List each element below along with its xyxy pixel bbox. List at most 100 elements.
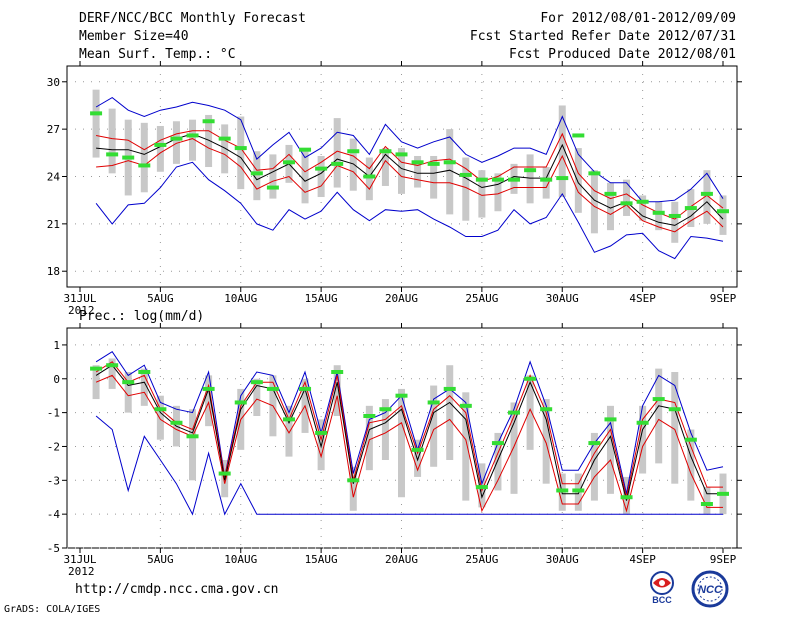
ensemble-mean-marker — [122, 380, 135, 385]
bcc-logo: BCC — [650, 571, 674, 605]
ensemble-mean-marker — [122, 155, 135, 160]
ensemble-mean-marker — [572, 133, 585, 138]
x-tick-label: 31JUL — [63, 292, 96, 305]
fcst-produced-label: Fcst Produced Date 2012/08/01 — [509, 47, 736, 62]
ensemble-box — [301, 151, 309, 204]
ensemble-box — [639, 405, 647, 474]
ensemble-box — [590, 432, 598, 501]
ensemble-mean-marker — [363, 414, 376, 418]
precipitation-panel: -5 -4 -3 -2 -1 0 1 31JUL 5AUG 10AUG 15AUG 20AUG 25AU… — [47, 309, 742, 578]
ensemble-mean-marker — [154, 142, 167, 147]
y-tick-label: 24 — [47, 171, 61, 184]
ensemble-mean-marker — [443, 386, 456, 391]
ensemble-mean-marker — [524, 376, 537, 381]
ensemble-box — [606, 182, 614, 231]
ensemble-mean-marker — [556, 176, 569, 181]
min-line — [95, 161, 724, 260]
ensemble-mean-marker — [540, 177, 553, 182]
ensemble-mean-marker — [395, 152, 408, 157]
ensemble-box — [253, 378, 261, 416]
ensemble-box — [687, 429, 695, 501]
ensemble-box — [333, 365, 341, 416]
y-tick-label: -3 — [47, 474, 60, 487]
ncc-logo-text: NCC — [698, 584, 723, 596]
y-tick-label: 21 — [47, 218, 60, 231]
ensemble-mean-marker — [572, 488, 585, 493]
x-tick-label: 20AUG — [385, 292, 418, 305]
upper-quartile-line — [95, 361, 723, 498]
ensemble-box — [108, 358, 116, 389]
ensemble-mean-marker — [379, 149, 392, 154]
ensemble-mean-marker — [700, 191, 713, 196]
y-tick-label: 18 — [47, 265, 60, 278]
y-tick-label: 1 — [53, 339, 60, 352]
ensemble-mean-marker — [459, 172, 472, 177]
ensemble-mean-marker — [170, 420, 183, 425]
x-tick-label: 9SEP — [710, 553, 737, 566]
ensemble-mean-marker — [475, 177, 488, 182]
ensemble-mean-marker — [588, 441, 601, 446]
median-line — [96, 133, 724, 226]
ensemble-box — [494, 173, 502, 212]
ensemble-box — [285, 405, 293, 457]
ensemble-mean-marker — [186, 434, 199, 439]
ensemble-mean-marker — [700, 502, 713, 506]
ensemble-mean-marker — [508, 177, 521, 182]
x-tick-label: 4SEP — [629, 553, 656, 566]
member-size-label: Member Size=40 — [79, 29, 189, 44]
website-url[interactable]: http://cmdp.ncc.cma.gov.cn — [75, 582, 279, 597]
ensemble-box — [639, 195, 647, 221]
max-line — [95, 351, 724, 494]
ensemble-mean-marker — [475, 485, 488, 490]
min-line — [95, 415, 723, 516]
ensemble-mean-marker — [218, 136, 231, 141]
ensemble-mean-marker — [250, 380, 263, 385]
ensemble-mean-marker — [282, 160, 295, 165]
ensemble-box — [92, 89, 100, 158]
ensemble-box — [365, 405, 373, 471]
ensemble-mean-marker — [652, 210, 665, 215]
ensemble-mean-marker — [652, 397, 665, 402]
ensemble-box — [574, 148, 582, 213]
ensemble-mean-marker — [411, 447, 424, 452]
panel-ylabel: Prec.: log(mm/d) — [79, 309, 204, 324]
ensemble-mean-marker — [331, 370, 344, 374]
ensemble-box — [526, 375, 534, 450]
ensemble-mean-marker — [234, 400, 247, 405]
ensemble-box — [205, 375, 213, 427]
ensemble-mean-marker — [106, 363, 119, 368]
ensemble-mean-marker — [299, 147, 312, 152]
ensemble-box — [189, 409, 197, 481]
x-tick-label: 25AUG — [465, 553, 498, 566]
ensemble-box — [381, 148, 389, 186]
ensemble-mean-marker — [363, 174, 376, 179]
x-tick-label: 25AUG — [465, 292, 498, 305]
x-tick-label: 30AUG — [546, 553, 579, 566]
ensemble-mean-marker — [138, 370, 151, 374]
ensemble-mean-marker — [234, 146, 247, 151]
ensemble-mean-marker — [620, 495, 633, 500]
ensemble-mean-marker — [218, 471, 231, 476]
max-line — [95, 96, 724, 203]
ensemble-box — [703, 487, 711, 515]
ensemble-box — [221, 124, 229, 174]
ensemble-mean-marker — [315, 166, 328, 171]
grads-credit: GrADS: COLA/IGES — [4, 604, 101, 615]
ensemble-mean-marker — [282, 417, 295, 422]
lower-quartile-line — [96, 138, 724, 233]
ensemble-box — [719, 195, 727, 235]
y-tick-label: 0 — [53, 373, 60, 386]
ensemble-mean-marker — [604, 191, 617, 196]
ensemble-box — [462, 157, 470, 221]
ensemble-mean-marker — [427, 400, 440, 405]
x-tick-label: 20AUG — [385, 553, 418, 566]
ensemble-box — [365, 157, 373, 201]
ensemble-box — [237, 116, 245, 190]
x-tick-label: 30AUG — [546, 292, 579, 305]
ensemble-mean-marker — [491, 177, 504, 182]
ensemble-mean-marker — [604, 417, 617, 422]
ensemble-box — [156, 125, 164, 172]
ensemble-mean-marker — [508, 410, 521, 415]
ensemble-box — [510, 402, 518, 494]
ensemble-mean-marker — [684, 437, 697, 442]
